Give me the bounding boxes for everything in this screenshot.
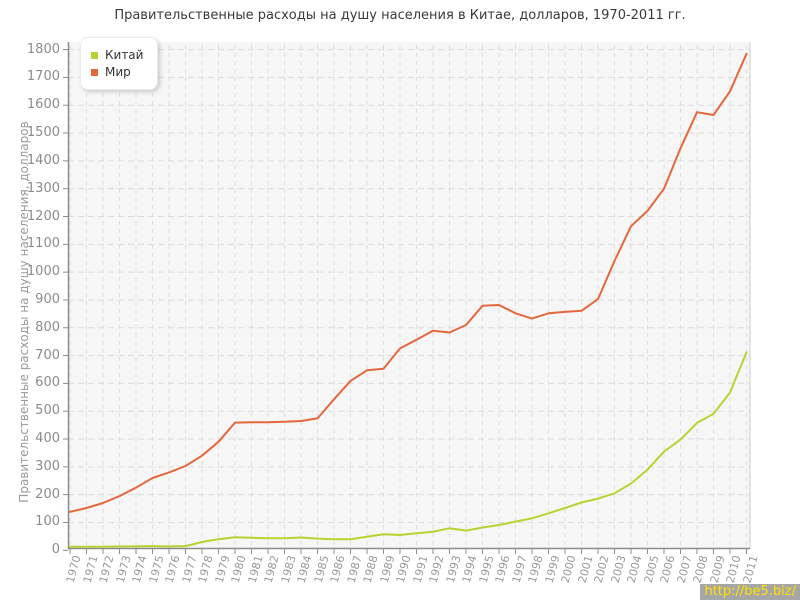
series-line-world [69,52,748,513]
y-tick-label: 1300 [26,180,60,196]
y-tick-label: 800 [35,319,60,335]
y-tick-label: 600 [35,375,60,391]
legend-item-world: Мир [91,65,143,79]
plot-background [68,42,750,549]
y-tick-label: 500 [35,403,60,419]
y-tick-label: 1700 [26,69,60,85]
y-tick-label: 1800 [26,41,60,57]
y-tick-label: 900 [35,291,60,307]
y-tick-label: 700 [35,347,60,363]
series-line-china [69,351,748,548]
legend-label-world: Мир [105,65,131,79]
y-tick-label: 1400 [26,152,60,168]
y-tick-label: 400 [35,431,60,447]
legend-item-china: Китай [91,48,143,62]
watermark-link[interactable]: http://be5.biz/ [700,584,800,600]
legend-marker-world [91,68,98,76]
y-tick-label: 100 [35,514,60,530]
y-tick-label: 0 [51,542,60,558]
chart-title: Правительственные расходы на душу населе… [114,8,686,23]
y-tick-label: 1100 [26,236,60,252]
y-tick-label: 300 [35,458,60,474]
legend-label-china: Китай [105,48,144,62]
legend: Китай Мир [80,37,159,90]
y-tick-label: 1200 [26,208,60,224]
legend-marker-china [91,51,98,59]
y-tick-label: 1600 [26,97,60,113]
y-tick-label: 1000 [26,264,60,280]
y-tick-label: 200 [35,486,60,502]
y-tick-label: 1500 [26,125,60,141]
